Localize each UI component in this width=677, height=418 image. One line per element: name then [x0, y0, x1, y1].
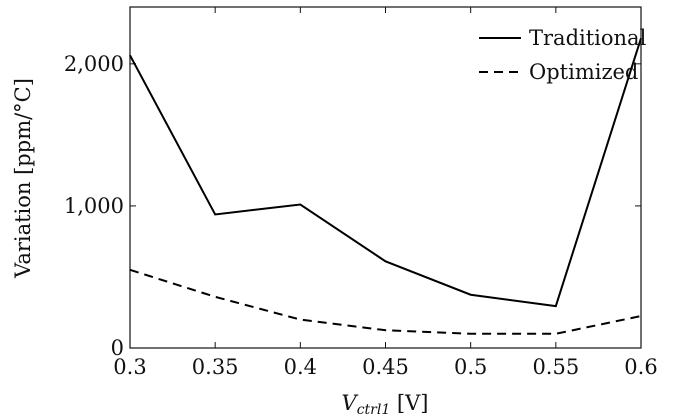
x-tick-label: 0.6: [624, 355, 657, 379]
x-tick-label: 0.4: [284, 355, 317, 379]
y-tick-label: 0: [111, 336, 124, 360]
x-tick-label: 0.35: [192, 355, 239, 379]
x-tick-label: 0.3: [113, 355, 146, 379]
y-tick-label: 1,000: [64, 194, 124, 218]
x-tick-label: 0.55: [532, 355, 579, 379]
legend: Traditional Optimized: [479, 26, 647, 84]
ticks: [129, 7, 642, 349]
x-tick-label: 0.45: [362, 355, 409, 379]
legend-label-traditional: Traditional: [529, 26, 647, 50]
x-axis-title: Vctrl1 [V]: [342, 391, 429, 418]
plot-frame: [129, 6, 642, 349]
y-axis-title: Variation [ppm/°C]: [11, 78, 35, 279]
legend-label-optimized: Optimized: [529, 60, 638, 84]
series-line-traditional: [129, 37, 642, 308]
tick-labels: 0.3 0.35 0.4 0.45 0.5 0.55 0.6 0 1,000 2,000: [64, 52, 658, 379]
y-tick-label: 2,000: [64, 52, 124, 76]
series-lines: [129, 37, 642, 335]
series-line-optimized: [129, 268, 642, 335]
x-tick-label: 0.5: [454, 355, 487, 379]
